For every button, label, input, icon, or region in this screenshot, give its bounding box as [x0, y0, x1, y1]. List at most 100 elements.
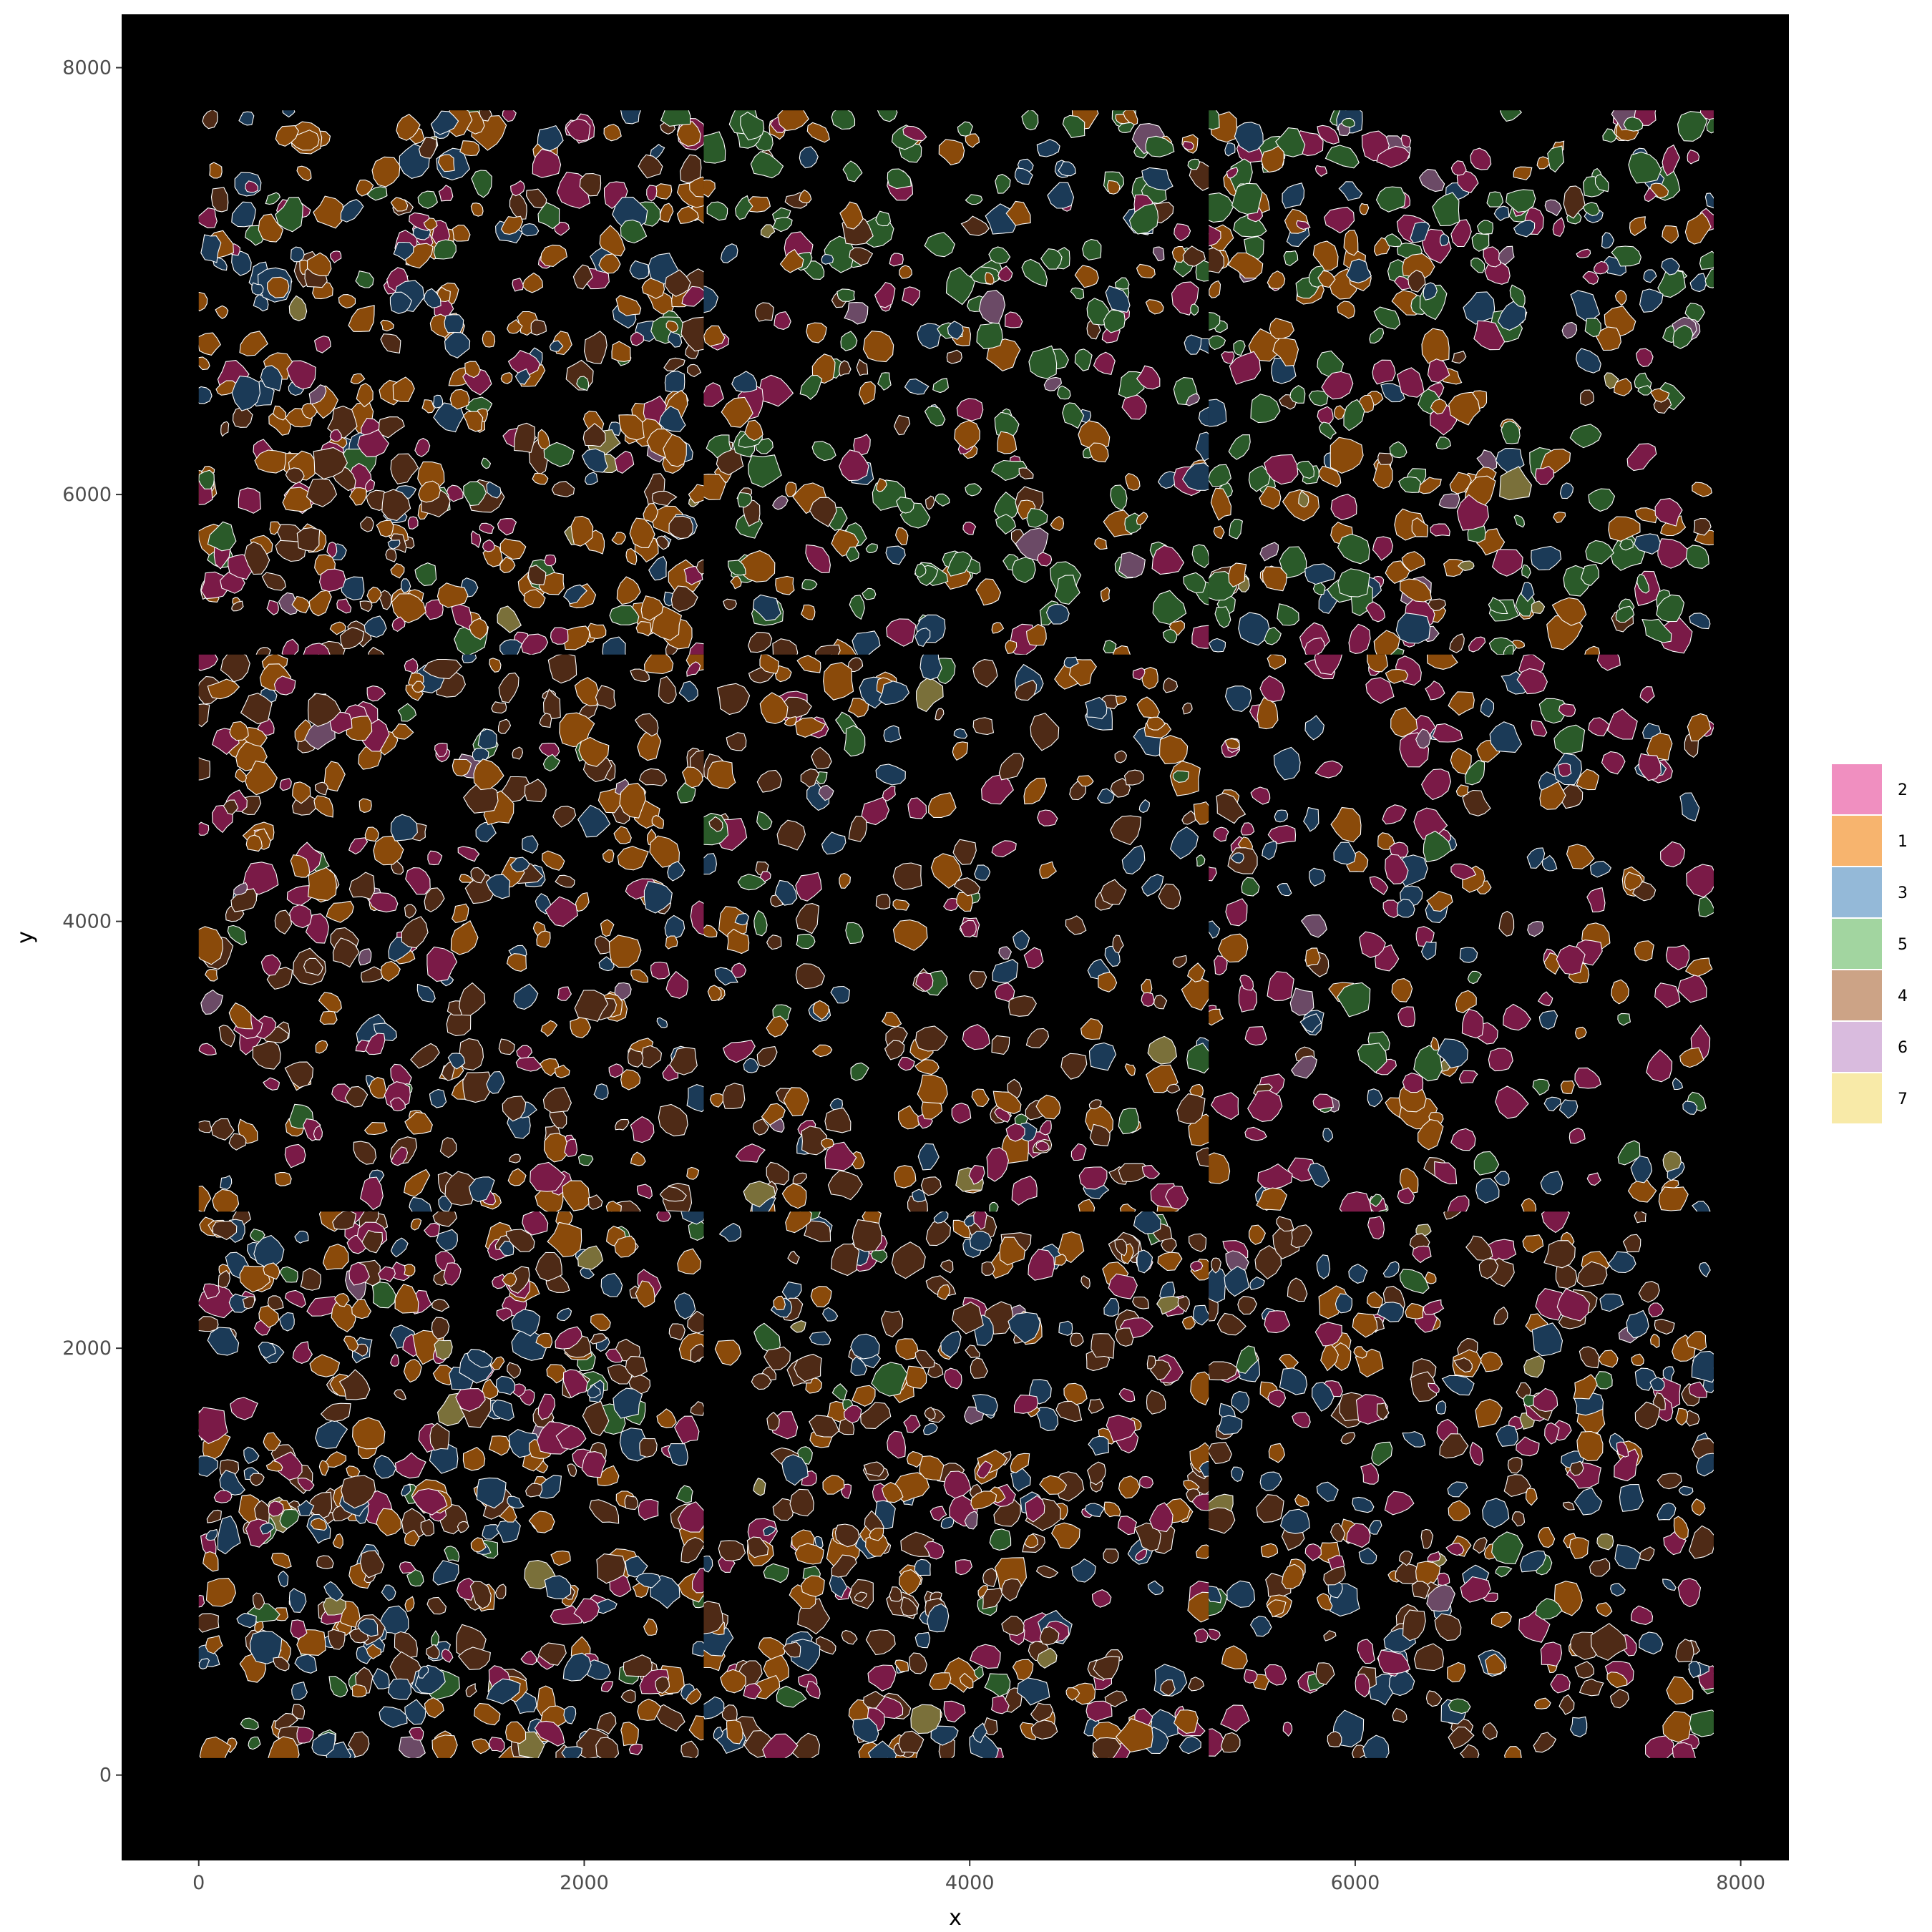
- cell-cluster-2: [902, 125, 927, 142]
- cell-cluster-4: [328, 1629, 346, 1650]
- cell-cluster-4: [831, 1243, 860, 1277]
- cell-cluster-3: [1014, 167, 1033, 185]
- cell-cluster-1: [1631, 1353, 1644, 1366]
- cell-cluster-2: [1151, 545, 1185, 575]
- cell-cluster-2: [1425, 680, 1445, 701]
- cell-cluster-1: [535, 1332, 553, 1349]
- cell-cluster-3: [231, 201, 256, 228]
- cell-cluster-1: [869, 1527, 884, 1541]
- cell-cluster-3: [537, 125, 564, 152]
- cell-cluster-1: [547, 1221, 582, 1257]
- cell-cluster-4: [344, 1085, 369, 1108]
- cell-cluster-1: [759, 692, 789, 724]
- cell-cluster-3: [625, 1556, 648, 1578]
- cell-cluster-2: [986, 1147, 1010, 1182]
- cell-cluster-1: [1294, 1493, 1309, 1508]
- cell-cluster-3: [912, 1189, 927, 1203]
- cell-cluster-1: [806, 322, 827, 343]
- cell-cluster-3: [974, 864, 991, 881]
- cell-cluster-1: [472, 1738, 490, 1755]
- cell-cluster-4: [1030, 712, 1060, 751]
- cell-cluster-1: [1333, 405, 1347, 420]
- cell-cluster-4: [432, 1211, 458, 1227]
- cell-cluster-5: [1248, 465, 1271, 492]
- cell-cluster-2: [1323, 206, 1355, 234]
- cell-cluster-2: [1382, 804, 1407, 825]
- cell-cluster-5: [1615, 605, 1635, 623]
- cell-cluster-3: [1558, 1099, 1579, 1119]
- cell-cluster-2: [1631, 1605, 1654, 1625]
- cell-cluster-5: [1214, 606, 1231, 628]
- cell-cluster-4: [1146, 1390, 1166, 1415]
- cell-cluster-3: [1396, 899, 1415, 918]
- cell-cluster-5: [756, 811, 773, 831]
- cell-cluster-4: [952, 1301, 984, 1335]
- cell-cluster-1: [1385, 560, 1410, 584]
- cell-cluster-1: [876, 478, 887, 492]
- cell-cluster-4: [359, 1550, 385, 1579]
- cell-cluster-3: [1279, 1508, 1310, 1534]
- cell-cluster-1: [1624, 872, 1643, 891]
- cell-cluster-1: [239, 331, 268, 356]
- cell-cluster-2: [897, 1056, 915, 1071]
- cell-cluster-1: [1650, 388, 1670, 403]
- cell-cluster-1: [436, 286, 451, 303]
- cell-cluster-4: [539, 713, 552, 728]
- cell-cluster-1: [899, 265, 912, 279]
- cell-cluster-2: [1468, 636, 1486, 653]
- cell-cluster-3: [260, 365, 283, 391]
- cell-cluster-1: [665, 935, 678, 950]
- cell-cluster-1: [203, 1551, 219, 1572]
- cell-cluster-4: [766, 935, 782, 950]
- cell-cluster-1: [635, 1280, 655, 1308]
- cell-cluster-1: [205, 1578, 237, 1607]
- legend-key-2: [1832, 764, 1882, 814]
- cell-cluster-4: [827, 1170, 863, 1201]
- cell-cluster-1: [559, 712, 595, 748]
- cell-cluster-4: [353, 1141, 377, 1165]
- cell-cluster-2: [260, 954, 282, 976]
- cell-cluster-4: [514, 422, 536, 454]
- cell-cluster-2: [860, 796, 890, 826]
- cell-cluster-1: [1401, 551, 1426, 572]
- cell-cluster-2: [1687, 149, 1700, 165]
- cell-cluster-2: [1470, 147, 1492, 170]
- cell-cluster-2: [1384, 1491, 1415, 1516]
- cell-cluster-2: [1396, 367, 1425, 398]
- cell-cluster-2: [296, 1727, 314, 1744]
- cell-cluster-1: [500, 372, 513, 384]
- cell-cluster-1: [1448, 1500, 1470, 1522]
- cell-cluster-1: [1262, 566, 1287, 592]
- cell-cluster-2: [1214, 955, 1228, 975]
- cell-cluster-2: [1535, 465, 1555, 485]
- legend-key-3: [1832, 867, 1882, 917]
- cell-cluster-4: [524, 779, 547, 803]
- cell-cluster-4: [376, 416, 405, 439]
- cell-cluster-5: [947, 551, 972, 577]
- cell-cluster-5: [1028, 345, 1058, 379]
- cell-cluster-5: [1264, 626, 1282, 645]
- cell-cluster-7: [1662, 1151, 1682, 1172]
- cell-cluster-4: [703, 1601, 723, 1634]
- cell-cluster-1: [1574, 1026, 1587, 1040]
- cell-cluster-4: [420, 1518, 435, 1537]
- cell-cluster-1: [726, 928, 750, 955]
- cell-cluster-3: [387, 540, 401, 550]
- cell-cluster-3: [521, 223, 540, 237]
- cell-cluster-4: [348, 1731, 370, 1757]
- cell-cluster-2: [1654, 982, 1681, 1008]
- cell-cluster-1: [243, 760, 278, 796]
- cell-cluster-3: [1105, 286, 1131, 313]
- cell-cluster-3: [416, 983, 436, 1003]
- cell-cluster-1: [499, 538, 527, 560]
- cell-cluster-1: [1221, 1645, 1248, 1669]
- cell-cluster-3: [656, 1017, 668, 1028]
- cell-cluster-4: [1030, 1702, 1054, 1722]
- cell-cluster-1: [1186, 962, 1206, 982]
- cell-cluster-4: [1609, 1689, 1629, 1709]
- cell-cluster-3: [1358, 1547, 1377, 1565]
- cell-cluster-2: [867, 1664, 897, 1692]
- cell-cluster-3: [1538, 1010, 1558, 1030]
- cell-cluster-1: [421, 399, 436, 414]
- cell-cluster-2: [581, 1451, 607, 1478]
